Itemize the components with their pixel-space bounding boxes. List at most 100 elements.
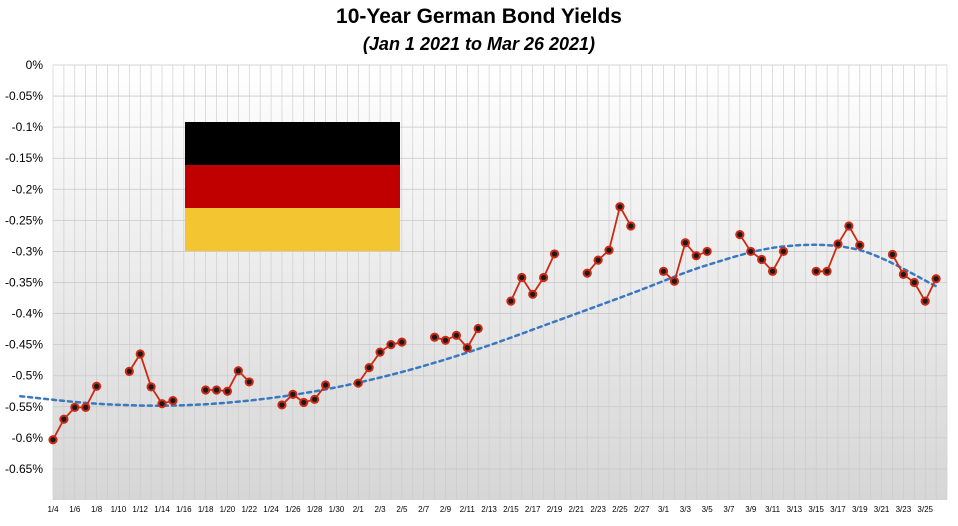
trendline	[19, 243, 938, 407]
data-point	[530, 291, 536, 297]
x-tick-label: 3/9	[745, 505, 757, 514]
x-tick-label: 2/19	[547, 505, 563, 514]
x-tick-label: 2/7	[418, 505, 430, 514]
x-tick-label: 3/7	[723, 505, 735, 514]
y-tick-label: -0.55%	[5, 400, 43, 414]
x-tick-label: 3/13	[787, 505, 803, 514]
trendline-path	[19, 243, 938, 407]
data-point	[464, 345, 470, 351]
x-tick-label: 1/6	[69, 505, 81, 514]
data-point	[846, 223, 852, 229]
data-point	[857, 242, 863, 248]
data-point	[911, 279, 917, 286]
x-tick-label: 2/27	[634, 505, 650, 514]
data-point	[704, 248, 710, 255]
data-point	[551, 251, 558, 257]
data-point	[50, 437, 56, 443]
data-point	[312, 396, 318, 402]
flag-stripe	[185, 208, 400, 251]
data-point	[737, 232, 743, 238]
data-point	[322, 382, 329, 388]
data-point	[279, 402, 285, 408]
x-tick-label: 1/28	[307, 505, 323, 514]
x-tick-label: 3/23	[896, 505, 912, 514]
x-tick-label: 3/5	[702, 505, 714, 514]
x-tick-label: 3/25	[917, 505, 933, 514]
x-tick-label: 3/19	[852, 505, 868, 514]
data-point	[780, 248, 787, 255]
data-point	[671, 278, 678, 284]
x-tick-label: 3/11	[765, 505, 781, 514]
x-tick-label: 1/10	[111, 505, 127, 514]
data-point	[835, 241, 841, 247]
data-point	[541, 274, 547, 281]
data-point	[213, 387, 220, 393]
y-tick-label: -0.15%	[5, 151, 43, 165]
x-tick-label: 3/15	[808, 505, 824, 514]
x-tick-label: 2/23	[590, 505, 606, 514]
data-point	[203, 387, 209, 393]
data-point	[388, 342, 394, 348]
data-point	[922, 298, 928, 304]
data-point	[170, 397, 176, 404]
y-tick-label: -0.2%	[12, 182, 44, 196]
data-point	[682, 240, 688, 246]
x-axis-ticks: 1/4 1/6 1/8 1/10 1/12 1/14 1/16 1/18 1/20 1/22 1/2…	[47, 505, 933, 514]
flag-stripe	[185, 122, 400, 165]
data-point	[660, 268, 667, 274]
data-point	[431, 334, 438, 340]
data-point	[235, 368, 241, 374]
data-point	[584, 270, 590, 276]
x-tick-label: 1/8	[91, 505, 103, 514]
x-tick-label: 2/25	[612, 505, 628, 514]
data-point	[453, 332, 459, 338]
x-tick-label: 3/3	[680, 505, 692, 514]
data-point	[617, 204, 623, 210]
data-point	[355, 380, 361, 386]
x-tick-label: 1/24	[263, 505, 279, 514]
y-tick-label: -0.45%	[5, 338, 43, 352]
data-point	[224, 388, 231, 394]
flag-stripe	[185, 165, 400, 208]
y-tick-label: 0%	[26, 58, 44, 72]
x-tick-label: 1/20	[220, 505, 236, 514]
data-point	[137, 351, 143, 357]
y-tick-label: -0.4%	[12, 307, 44, 321]
data-point	[246, 379, 252, 385]
x-tick-label: 2/15	[503, 505, 519, 514]
data-point	[748, 248, 754, 255]
x-tick-label: 3/1	[658, 505, 670, 514]
data-point	[769, 268, 776, 274]
data-point	[606, 247, 612, 253]
data-point	[72, 404, 78, 411]
data-point	[759, 256, 765, 263]
data-point	[301, 399, 307, 406]
x-tick-label: 3/17	[830, 505, 846, 514]
data-point	[94, 383, 100, 389]
data-point	[824, 268, 830, 274]
x-tick-label: 2/3	[375, 505, 387, 514]
data-point	[693, 253, 699, 259]
y-tick-label: -0.5%	[12, 369, 44, 383]
x-tick-label: 1/12	[132, 505, 148, 514]
x-tick-label: 2/17	[525, 505, 541, 514]
yield-markers	[48, 202, 941, 445]
y-tick-label: -0.65%	[5, 462, 43, 476]
x-tick-label: 1/16	[176, 505, 192, 514]
data-point	[628, 223, 634, 229]
y-axis-ticks: 0% -0.05% -0.1% -0.15% -0.2% -0.25% -0.3% -0.35…	[5, 58, 43, 476]
data-point	[83, 404, 89, 411]
x-tick-label: 1/4	[47, 505, 59, 514]
y-tick-label: -0.35%	[5, 276, 43, 290]
data-point	[126, 368, 132, 374]
y-tick-label: -0.05%	[5, 89, 43, 103]
chart-subtitle: (Jan 1 2021 to Mar 26 2021)	[362, 34, 596, 54]
data-point	[159, 401, 165, 407]
data-point	[595, 257, 601, 263]
x-tick-label: 1/18	[198, 505, 214, 514]
data-point	[508, 298, 514, 304]
x-tick-label: 3/21	[874, 505, 890, 514]
data-point	[475, 325, 481, 332]
data-point	[399, 339, 405, 345]
x-tick-label: 1/30	[329, 505, 345, 514]
